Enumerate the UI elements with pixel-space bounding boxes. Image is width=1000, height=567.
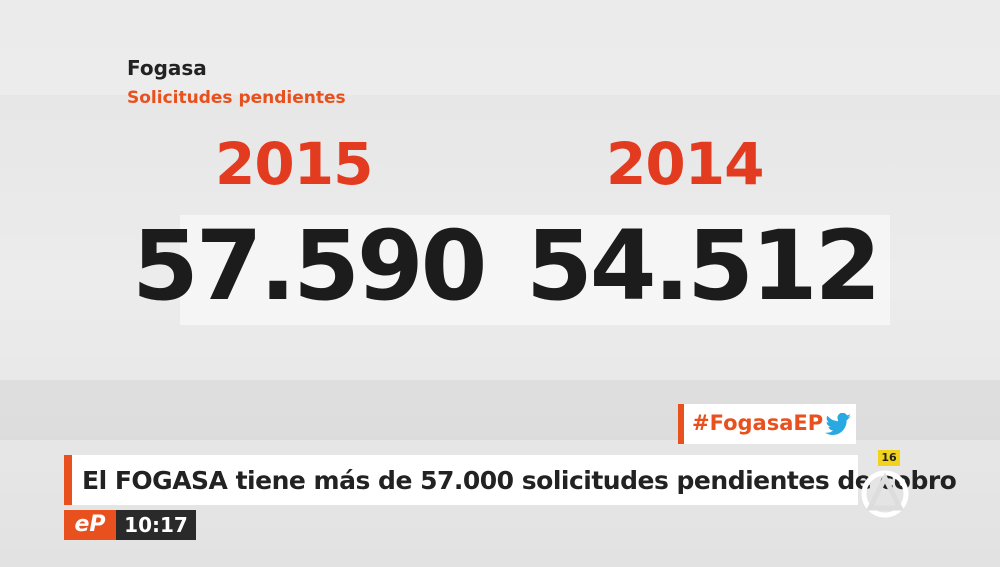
twitter-icon <box>825 413 851 435</box>
hashtag: #FogasaEP <box>692 411 824 435</box>
logo: eP <box>64 510 116 540</box>
clock: 10:17 <box>116 510 196 540</box>
channel-logo <box>861 470 909 518</box>
stat-year: 2015 <box>215 130 373 198</box>
bg-panel <box>180 215 890 325</box>
hashtag-box: #FogasaEP <box>678 404 856 444</box>
ticker-bar: El FOGASA tiene más de 57.000 solicitude… <box>64 455 957 505</box>
title: Fogasa <box>127 56 207 80</box>
subtitle: Solicitudes pendientes <box>127 88 346 108</box>
stat-year: 2014 <box>606 130 764 198</box>
stat-value: 57.590 <box>132 210 487 322</box>
headline: El FOGASA tiene más de 57.000 solicitude… <box>82 466 957 495</box>
stat-value: 54.512 <box>526 210 881 322</box>
rating-badge: 16 <box>878 450 900 466</box>
bg-band <box>0 0 1000 95</box>
